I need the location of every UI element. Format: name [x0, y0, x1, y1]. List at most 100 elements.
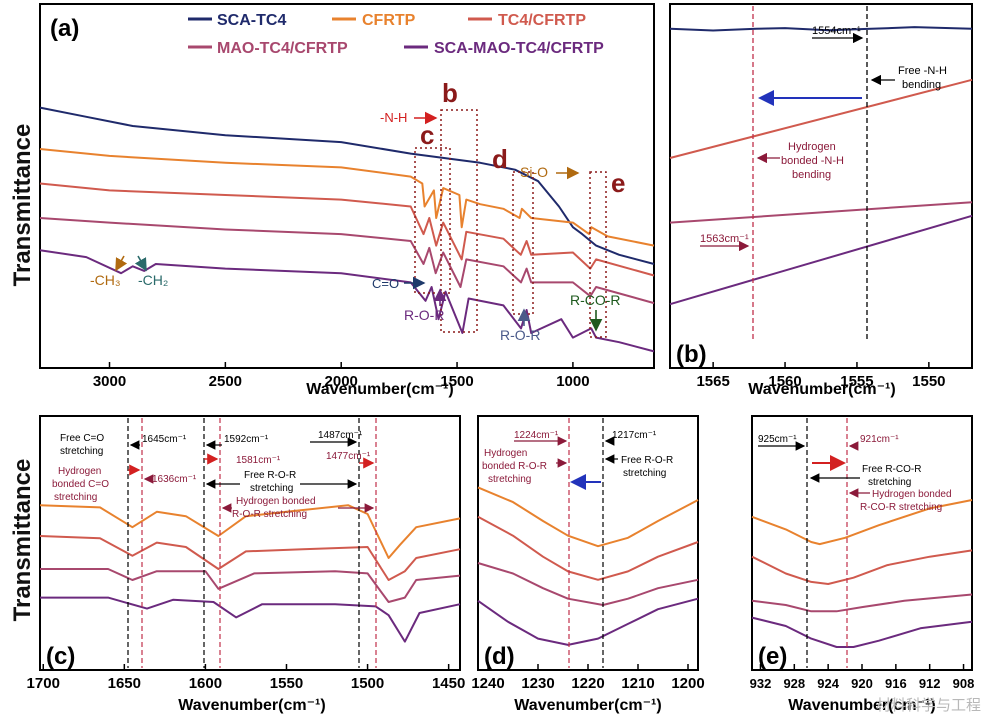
region-label-e: e: [611, 168, 625, 198]
panel-e-tick-label-916: 916: [885, 676, 907, 691]
annotation-ch2: -CH₂: [138, 272, 168, 288]
panel-d-tick-label-1210: 1210: [621, 675, 654, 692]
legend-label-tc4-cfrtp: TC4/CFRTP: [498, 12, 586, 29]
panel-c-tick-label-1650: 1650: [108, 675, 141, 692]
label-free-co-2: stretching: [60, 446, 103, 457]
label-free-rcor-2: stretching: [868, 477, 911, 488]
panel-e-series-sca-mao-tc4-cfrtp: [751, 616, 973, 648]
panel-c-xlabel: Wavenumber(cm⁻¹): [178, 697, 325, 714]
arrow-ch2: [134, 255, 147, 272]
panel-d-series-cfrtp: [477, 486, 699, 548]
label-1554: 1554cm⁻¹: [812, 25, 861, 37]
panel-d: 1240 1230 1220 1210 1200 1224cm⁻¹ 1217cm⁻¹ H…: [471, 415, 705, 714]
label-free-rcor-1: Free R-CO-R: [862, 464, 921, 475]
panel-b-tick-label-1550: 1550: [912, 373, 945, 390]
legend-label-sca-mao-tc4-cfrtp: SCA-MAO-TC4/CFRTP: [434, 40, 604, 57]
panel-d-tick-label-1230: 1230: [521, 675, 554, 692]
label-free-nh-2: bending: [902, 79, 941, 91]
label-hb-co-1: Hydrogen: [58, 466, 101, 477]
region-label-d: d: [492, 144, 508, 174]
panel-b-series-tc4-cfrtp: [669, 78, 973, 159]
label-hb-rcor-1: Hydrogen bonded: [872, 489, 952, 500]
region-box-b: [440, 109, 478, 333]
panel-e-series-cfrtp: [751, 499, 973, 546]
panel-a-series-sca-mao-tc4-cfrtp: [39, 249, 655, 353]
panel-b: 1565 1560 1555 1550 1554cm⁻¹ Free -N-H bend…: [669, 3, 973, 398]
region-box-c: [414, 147, 451, 294]
panel-c-tick-label-1450: 1450: [432, 675, 465, 692]
panel-e-tick-label-932: 932: [750, 676, 772, 691]
panel-a-label: (a): [50, 15, 79, 42]
annotation-ror-2: R-O-R: [500, 327, 540, 343]
panel-a-series-tc4-cfrtp: [39, 182, 655, 277]
region-box-d: [512, 171, 534, 315]
panel-c-series-mao-tc4-cfrtp: [40, 568, 461, 603]
y-axis-label-top: Transmittance: [9, 124, 36, 287]
annotation-co: C=O: [372, 276, 399, 291]
panel-e-tick-label-920: 920: [851, 676, 873, 691]
panel-a-tick-label-1500: 1500: [440, 373, 473, 390]
label-hb-nh-2: bonded -N-H: [781, 155, 844, 167]
panel-e-series-mao-tc4-cfrtp: [751, 593, 973, 613]
panel-c: Transmittance 1700 1650 1600 1550 1500 1450 F…: [9, 415, 465, 714]
panel-c-series-cfrtp: [39, 504, 461, 559]
panel-d-tick-label-1200: 1200: [671, 675, 704, 692]
region-label-c: c: [420, 120, 434, 150]
label-1487: 1487cm⁻¹: [318, 430, 363, 441]
panel-e: 932 928 924 920 916 912 908 925cm⁻¹ 921cm⁻¹ Fr…: [750, 415, 975, 714]
panel-b-series-mao-tc4-cfrtp: [669, 201, 973, 224]
panel-d-series-tc4-cfrtp: [477, 515, 699, 581]
panel-b-label: (b): [676, 341, 707, 368]
panel-a-series-mao-tc4-cfrtp: [39, 217, 655, 305]
label-1636: 1636cm⁻¹: [152, 474, 197, 485]
panel-c-tick-label-1500: 1500: [351, 675, 384, 692]
label-hb-nh-3: bending: [792, 169, 831, 181]
label-921: 921cm⁻¹: [860, 434, 899, 445]
legend-label-mao-tc4-cfrtp: MAO-TC4/CFRTP: [217, 40, 348, 57]
panel-c-series-tc4-cfrtp: [39, 535, 461, 581]
watermark: 材料科学与工程: [875, 696, 981, 714]
panel-e-tick-label-928: 928: [783, 676, 805, 691]
panel-b-series-sca-tc4: [669, 26, 973, 32]
region-label-b: b: [442, 78, 458, 108]
annotation-nh: -N-H: [380, 110, 407, 125]
panel-e-label: (e): [758, 643, 787, 670]
label-hb-ror-d-2: bonded R-O-R: [482, 461, 547, 472]
arrow-ch3: [115, 255, 128, 272]
panel-c-frame: [39, 415, 461, 671]
panel-a-tick-label-3000: 3000: [93, 373, 126, 390]
panel-c-series-sca-mao-tc4-cfrtp: [40, 596, 461, 643]
panel-a-tick-label-2500: 2500: [209, 373, 242, 390]
panel-d-tick-label-1220: 1220: [571, 675, 604, 692]
panel-c-tick-label-1700: 1700: [27, 675, 60, 692]
panel-a-tick-label-2000: 2000: [325, 373, 358, 390]
label-free-ror-d-2: stretching: [623, 468, 666, 479]
label-1581: 1581cm⁻¹: [236, 455, 281, 466]
label-hb-ror-d-1: Hydrogen: [484, 448, 527, 459]
label-1224: 1224cm⁻¹: [514, 430, 559, 441]
legend-label-cfrtp: CFRTP: [362, 12, 416, 29]
label-1645: 1645cm⁻¹: [142, 434, 187, 445]
label-free-nh: Free -N-H: [898, 65, 947, 77]
label-hb-ror-1: Hydrogen bonded: [236, 496, 316, 507]
panel-c-tick-label-1600: 1600: [189, 675, 222, 692]
panel-d-xlabel: Wavenumber(cm⁻¹): [514, 697, 661, 714]
panel-d-series-mao-tc4-cfrtp: [477, 562, 699, 606]
panel-e-series-tc4-cfrtp: [751, 549, 973, 585]
label-1563: 1563cm⁻¹: [700, 233, 749, 245]
legend: SCA-TC4 CFRTP TC4/CFRTP MAO-TC4/CFRTP SC…: [188, 12, 604, 57]
panel-d-tick-label-1240: 1240: [471, 675, 504, 692]
panel-e-tick-label-912: 912: [919, 676, 941, 691]
label-hb-co-2: bonded C=O: [52, 479, 109, 490]
panel-e-tick-label-908: 908: [953, 676, 975, 691]
panel-a: 3000 2500 2000 1500 1000 (a) Wavenumber(cm⁻¹…: [39, 3, 655, 398]
panel-a-tick-label-1000: 1000: [556, 373, 589, 390]
label-free-ror-1: Free R-O-R: [244, 470, 296, 481]
region-box-e: [589, 171, 607, 338]
label-1477: 1477cm⁻¹: [326, 451, 371, 462]
y-axis-label-bottom: Transmittance: [9, 459, 36, 622]
label-1592: 1592cm⁻¹: [224, 434, 269, 445]
panel-e-xlabel: Wavenumber(cm⁻¹): [788, 697, 935, 714]
panel-c-label: (c): [46, 643, 75, 670]
